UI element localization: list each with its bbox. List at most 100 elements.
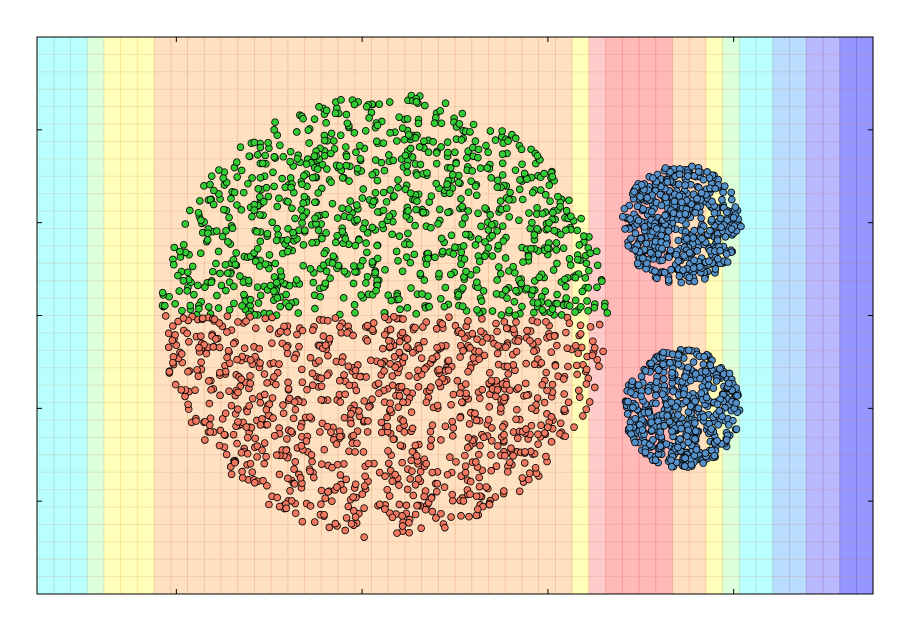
scatter-point-series-2 bbox=[342, 514, 351, 522]
scatter-point-series-1 bbox=[359, 185, 368, 193]
scatter-point-series-2 bbox=[316, 428, 324, 436]
scatter-point-series-2 bbox=[435, 365, 443, 374]
scatter-point-series-2 bbox=[426, 442, 435, 451]
scatter-point-series-2 bbox=[457, 329, 466, 338]
scatter-point-series-2 bbox=[553, 341, 561, 350]
scatter-point-series-2 bbox=[263, 481, 271, 490]
scatter-point-series-2 bbox=[174, 317, 183, 326]
scatter-point-series-1 bbox=[518, 302, 526, 311]
scatter-point-series-1 bbox=[528, 218, 536, 227]
scatter-point-series-1 bbox=[549, 266, 558, 274]
scatter-point-series-1 bbox=[273, 202, 282, 211]
scatter-point-series-1 bbox=[516, 176, 524, 184]
scatter-point-series-2 bbox=[309, 473, 318, 482]
scatter-point-series-2 bbox=[256, 359, 264, 367]
scatter-point-series-2 bbox=[250, 478, 259, 487]
scatter-point-series-1 bbox=[404, 229, 412, 238]
scatter-point-series-2 bbox=[440, 483, 449, 492]
scatter-point-series-3 bbox=[719, 188, 727, 197]
scatter-point-series-2 bbox=[474, 450, 483, 459]
heatmap-cell-column bbox=[789, 37, 807, 594]
scatter-point-series-2 bbox=[522, 425, 530, 433]
scatter-point-series-1 bbox=[358, 256, 367, 265]
scatter-point-series-1 bbox=[256, 237, 265, 246]
scatter-point-series-2 bbox=[399, 315, 407, 323]
scatter-point-series-2 bbox=[233, 355, 241, 364]
scatter-point-series-2 bbox=[171, 380, 180, 389]
scatter-point-series-2 bbox=[599, 347, 607, 356]
scatter-point-series-1 bbox=[423, 168, 431, 177]
scatter-point-series-1 bbox=[335, 162, 344, 170]
scatter-point-series-2 bbox=[428, 421, 437, 430]
scatter-point-series-1 bbox=[231, 260, 240, 269]
scatter-point-series-1 bbox=[244, 179, 252, 188]
scatter-point-series-2 bbox=[388, 513, 397, 522]
scatter-point-series-1 bbox=[268, 218, 277, 227]
scatter-point-series-2 bbox=[396, 441, 405, 450]
scatter-point-series-2 bbox=[556, 419, 565, 428]
scatter-point-series-2 bbox=[359, 448, 368, 456]
scatter-point-series-1 bbox=[269, 168, 277, 177]
scatter-point-series-1 bbox=[338, 227, 347, 236]
scatter-point-series-1 bbox=[413, 197, 421, 206]
scatter-point-series-2 bbox=[513, 434, 522, 443]
scatter-point-series-3 bbox=[658, 244, 666, 253]
scatter-point-series-1 bbox=[219, 174, 228, 182]
scatter-point-series-1 bbox=[298, 219, 306, 227]
scatter-point-series-3 bbox=[689, 264, 698, 272]
scatter-point-series-2 bbox=[493, 386, 502, 394]
scatter-point-series-1 bbox=[228, 224, 237, 232]
scatter-point-series-1 bbox=[369, 197, 378, 206]
scatter-point-series-1 bbox=[322, 229, 330, 237]
scatter-point-series-2 bbox=[433, 343, 441, 352]
scatter-point-series-1 bbox=[448, 170, 457, 179]
scatter-point-series-3 bbox=[648, 207, 656, 216]
scatter-point-series-2 bbox=[390, 312, 398, 321]
scatter-point-series-2 bbox=[479, 433, 488, 442]
scatter-point-series-2 bbox=[441, 523, 449, 532]
scatter-point-series-2 bbox=[246, 459, 255, 468]
scatter-point-series-2 bbox=[262, 452, 270, 461]
scatter-point-series-1 bbox=[161, 301, 169, 310]
scatter-point-series-3 bbox=[679, 266, 687, 274]
scatter-point-series-4 bbox=[710, 451, 719, 460]
scatter-point-series-2 bbox=[238, 467, 246, 476]
scatter-point-series-1 bbox=[401, 151, 410, 160]
scatter-point-series-2 bbox=[448, 490, 457, 499]
scatter-point-series-2 bbox=[409, 491, 418, 500]
heatmap-cell-column bbox=[839, 37, 857, 594]
scatter-point-series-1 bbox=[484, 148, 492, 157]
scatter-point-series-1 bbox=[398, 124, 407, 132]
scatter-point-series-2 bbox=[367, 356, 375, 365]
scatter-point-series-3 bbox=[649, 174, 657, 182]
scatter-point-series-2 bbox=[449, 424, 458, 432]
scatter-point-series-2 bbox=[590, 383, 599, 392]
scatter-point-series-3 bbox=[723, 258, 732, 266]
scatter-point-series-2 bbox=[272, 451, 281, 459]
scatter-point-series-1 bbox=[371, 268, 380, 277]
scatter-point-series-1 bbox=[477, 222, 485, 231]
scatter-point-series-2 bbox=[432, 325, 441, 333]
scatter-point-series-1 bbox=[379, 139, 388, 147]
scatter-point-series-1 bbox=[518, 195, 527, 204]
scatter-point-series-1 bbox=[322, 267, 331, 276]
scatter-point-series-2 bbox=[347, 419, 355, 428]
scatter-point-series-1 bbox=[204, 229, 212, 238]
scatter-point-series-1 bbox=[329, 252, 338, 260]
scatter-point-series-4 bbox=[683, 432, 691, 440]
scatter-point-series-1 bbox=[523, 175, 531, 183]
scatter-point-series-4 bbox=[709, 384, 718, 392]
scatter-point-series-1 bbox=[432, 159, 441, 168]
scatter-point-series-1 bbox=[474, 209, 482, 218]
scatter-point-series-2 bbox=[533, 394, 542, 402]
scatter-point-series-1 bbox=[503, 294, 511, 302]
scatter-point-series-2 bbox=[194, 372, 203, 381]
scatter-point-series-2 bbox=[164, 329, 173, 338]
scatter-point-series-1 bbox=[271, 118, 279, 126]
scatter-point-series-1 bbox=[528, 286, 537, 294]
scatter-point-series-1 bbox=[328, 199, 337, 208]
scatter-point-series-2 bbox=[298, 326, 307, 335]
scatter-point-series-1 bbox=[562, 226, 570, 234]
scatter-point-series-2 bbox=[400, 428, 409, 436]
scatter-point-series-1 bbox=[505, 196, 513, 204]
